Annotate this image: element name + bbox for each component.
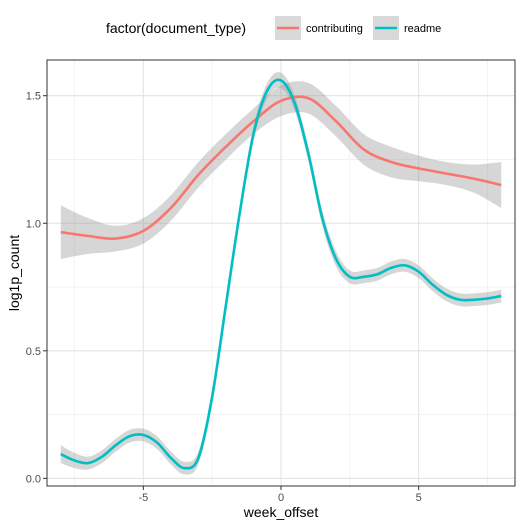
y-tick-label: 1.5	[26, 91, 41, 103]
legend-label-readme: readme	[404, 23, 441, 35]
x-tick-label: 5	[416, 492, 422, 504]
y-tick-label: 0.5	[26, 346, 41, 358]
plot-panel	[47, 60, 515, 486]
legend-title: factor(document_type)	[106, 20, 246, 36]
legend: factor(document_type) contributing readm…	[106, 16, 441, 40]
x-tick-label: 0	[278, 492, 284, 504]
x-tick-label: -5	[138, 492, 148, 504]
axes: -5 0 5 0.0 0.5 1.0 1.5	[26, 91, 422, 504]
y-tick-label: 0.0	[26, 473, 41, 485]
y-tick-label: 1.0	[26, 218, 41, 230]
y-axis-title: log1p_count	[6, 235, 22, 311]
series-line-readme	[60, 78, 502, 470]
confidence-band-contributing	[60, 81, 502, 259]
confidence-band-readme	[60, 72, 502, 475]
legend-label-contributing: contributing	[306, 23, 363, 35]
legend-item-readme: readme	[373, 16, 441, 40]
x-axis-title: week_offset	[243, 504, 319, 520]
legend-item-contributing: contributing	[275, 16, 363, 40]
series-line-contributing	[60, 95, 502, 241]
